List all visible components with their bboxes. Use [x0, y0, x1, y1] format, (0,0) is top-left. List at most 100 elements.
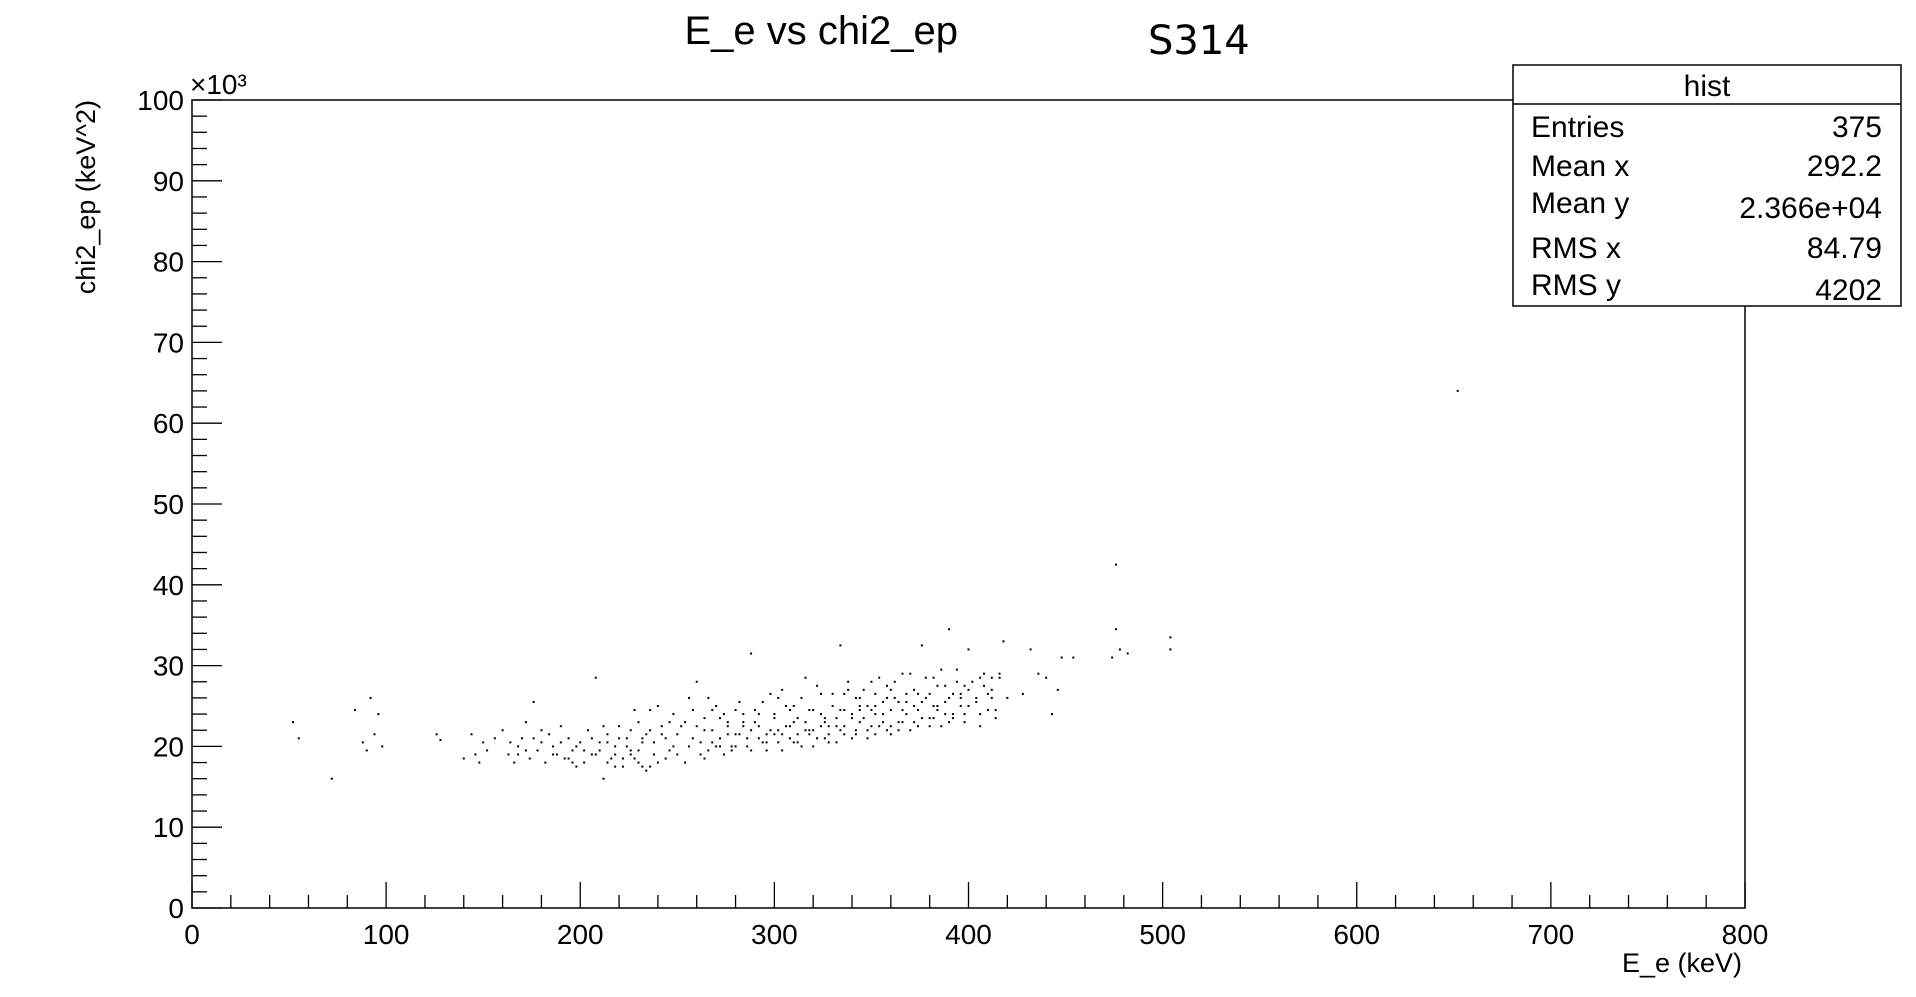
data-point [618, 725, 621, 728]
data-point [781, 733, 784, 736]
data-point [901, 672, 904, 675]
data-point [800, 696, 803, 699]
y-tick-label: 60 [153, 408, 184, 439]
data-point [742, 725, 745, 728]
y-tick-label: 100 [137, 85, 184, 116]
data-point [905, 713, 908, 716]
data-point [590, 753, 593, 756]
data-point [975, 700, 978, 703]
data-point [602, 777, 605, 780]
data-point [297, 737, 300, 740]
data-point [788, 709, 791, 712]
stats-label-entries: Entries [1531, 111, 1624, 144]
y-tick-label: 80 [153, 247, 184, 278]
data-point [734, 745, 737, 748]
data-point [792, 741, 795, 744]
data-point [738, 733, 741, 736]
data-point [524, 749, 527, 752]
data-point [777, 729, 780, 732]
data-point [796, 741, 799, 744]
data-point [843, 692, 846, 695]
data-point [967, 688, 970, 691]
data-point [812, 729, 815, 732]
data-point [482, 741, 485, 744]
data-point [932, 676, 935, 679]
stats-label-rms-y: RMS y [1531, 269, 1621, 302]
data-point [917, 709, 920, 712]
data-point [874, 713, 877, 716]
data-point [843, 733, 846, 736]
data-point [757, 737, 760, 740]
data-point [889, 709, 892, 712]
data-point [917, 725, 920, 728]
data-point [990, 696, 993, 699]
data-point [687, 696, 690, 699]
data-point [858, 721, 861, 724]
data-point [959, 696, 962, 699]
data-point [633, 757, 636, 760]
data-point [672, 713, 675, 716]
x-axis-ticks: 0 100 200 300 400 500 600 700 800 [184, 882, 1768, 950]
x-tick-label: 100 [363, 919, 410, 950]
data-point [637, 749, 640, 752]
data-point [851, 713, 854, 716]
data-point [983, 672, 986, 675]
data-point [967, 705, 970, 707]
data-point [645, 769, 648, 772]
data-point [847, 688, 850, 691]
data-point [851, 717, 854, 720]
data-point [808, 729, 811, 732]
data-point [905, 692, 908, 695]
data-point [788, 737, 791, 740]
data-point [990, 676, 993, 679]
data-point [765, 749, 768, 752]
data-point [804, 721, 807, 724]
data-point [870, 725, 873, 728]
data-point [746, 745, 749, 748]
data-point [653, 741, 656, 744]
data-point [579, 741, 582, 744]
data-point [1115, 563, 1118, 566]
data-point [955, 680, 958, 683]
data-point [1111, 656, 1114, 659]
data-point [509, 741, 512, 744]
data-point [835, 717, 838, 720]
data-point [1115, 628, 1118, 631]
data-point [486, 749, 489, 752]
data-point [1021, 692, 1024, 695]
data-point [854, 733, 857, 736]
data-point [765, 733, 768, 736]
stats-value-rms-y: 4202 [1815, 274, 1882, 307]
data-point [963, 721, 966, 724]
data-point [532, 700, 535, 703]
data-point [501, 729, 504, 732]
data-point [660, 725, 663, 728]
data-point [878, 676, 881, 679]
data-point [730, 749, 733, 752]
data-point [711, 729, 714, 732]
data-point [1056, 688, 1059, 691]
data-point [649, 709, 652, 712]
data-point [703, 729, 706, 732]
data-point [928, 717, 931, 720]
data-point [889, 725, 892, 728]
stats-value-entries: 375 [1832, 111, 1882, 144]
data-point [773, 733, 776, 736]
data-point [528, 757, 531, 760]
data-point [874, 692, 877, 695]
data-point [715, 705, 718, 707]
data-point [493, 737, 496, 740]
data-point [594, 676, 597, 679]
data-point [866, 729, 869, 732]
data-point [598, 749, 601, 752]
data-point [1072, 656, 1075, 659]
data-point [571, 749, 574, 752]
data-point [924, 696, 927, 699]
stats-box-title: hist [1684, 70, 1731, 103]
data-point [835, 725, 838, 728]
chart-run-tag: S314 [1148, 18, 1250, 64]
data-point [567, 757, 570, 760]
data-point [575, 745, 578, 748]
y-axis-multiplier: ×10³ [190, 69, 247, 100]
